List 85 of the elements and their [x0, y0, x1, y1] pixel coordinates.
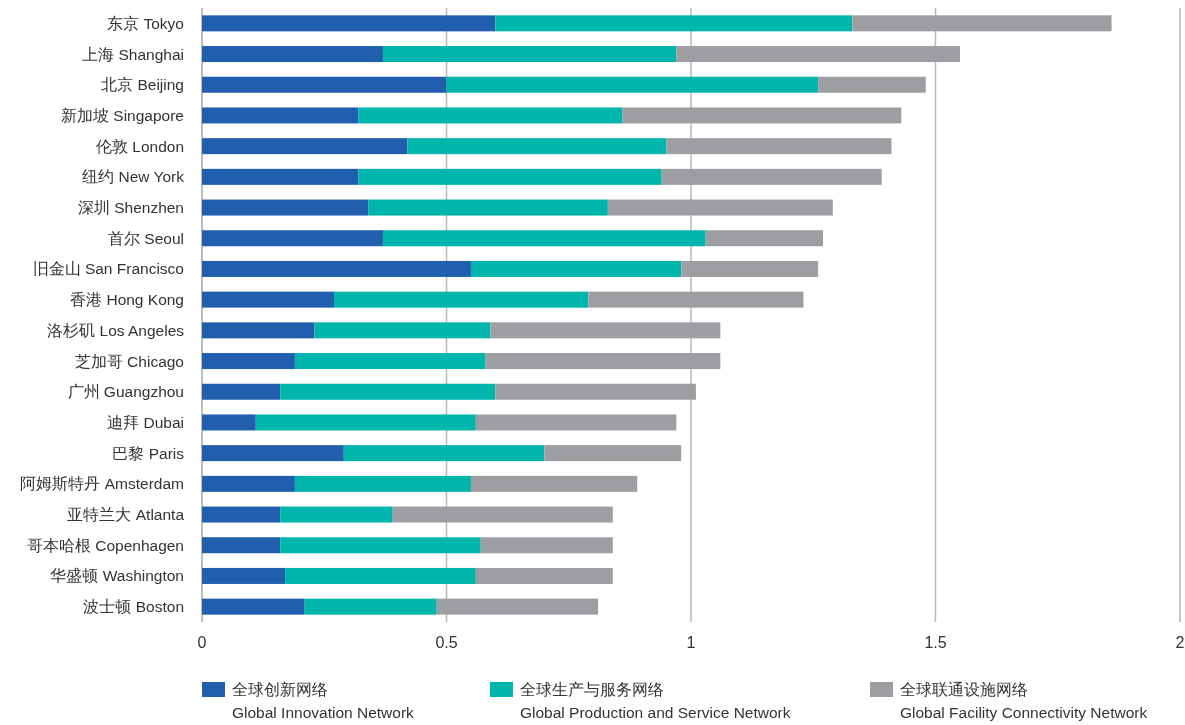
bar: [202, 322, 315, 339]
bar: [202, 383, 281, 400]
x-tick-label: 1.5: [924, 634, 947, 651]
y-tick-label: 迪拜 Dubai: [107, 413, 184, 431]
bar: [202, 537, 281, 554]
bar: [480, 537, 613, 554]
bar: [280, 383, 496, 400]
y-tick-label: 波士顿 Boston: [83, 598, 184, 616]
bar: [705, 230, 824, 247]
x-tick-label: 1: [686, 634, 696, 651]
bar: [470, 260, 682, 277]
bar: [202, 353, 295, 370]
bar: [314, 322, 491, 339]
bar: [202, 598, 305, 615]
bar: [202, 567, 286, 584]
bar: [202, 230, 383, 247]
bar: [202, 15, 496, 32]
y-tick-label: 深圳 Shenzhen: [77, 199, 184, 217]
bar: [368, 199, 608, 216]
bar: [666, 138, 892, 155]
y-tick-label: 上海 Shanghai: [82, 45, 184, 63]
bar: [382, 46, 677, 63]
bar: [818, 76, 926, 93]
bar: [382, 230, 706, 247]
y-tick-label: 新加坡 Singapore: [61, 106, 184, 124]
y-tick-label: 香港 Hong Kong: [70, 291, 184, 309]
bar: [436, 598, 599, 615]
bar: [202, 46, 383, 63]
bar: [285, 567, 476, 584]
bar: [202, 168, 359, 185]
y-tick-label: 巴黎 Paris: [112, 444, 185, 462]
y-tick-label: 旧金山 San Francisco: [32, 260, 184, 278]
bar: [255, 414, 476, 431]
y-tick-label: 广州 Guangzhou: [67, 383, 184, 401]
bar: [392, 506, 613, 523]
y-tick-label: 洛杉矶 Los Angeles: [47, 321, 185, 339]
bar: [407, 138, 667, 155]
bar: [280, 537, 481, 554]
bar: [202, 260, 471, 277]
y-tick-label: 华盛顿 Washington: [50, 567, 184, 585]
bar: [607, 199, 833, 216]
y-tick-label: 芝加哥 Chicago: [74, 352, 184, 370]
y-tick-label: 首尔 Seoul: [108, 229, 184, 247]
bar: [202, 138, 408, 155]
y-tick-label: 阿姆斯特丹 Amsterdam: [20, 475, 184, 493]
bar: [202, 291, 335, 308]
bar: [622, 107, 902, 124]
bar: [280, 506, 393, 523]
y-tick-label: 伦敦 London: [95, 137, 184, 155]
bar: [334, 291, 589, 308]
bar: [588, 291, 804, 308]
bar: [475, 414, 677, 431]
bar: [475, 567, 613, 584]
bar: [202, 445, 344, 462]
y-tick-label: 北京 Beijing: [101, 76, 184, 94]
bar: [304, 598, 437, 615]
bar: [544, 445, 682, 462]
bar: [661, 168, 882, 185]
bar: [202, 475, 295, 492]
bar: [202, 506, 281, 523]
x-tick-label: 2: [1175, 634, 1185, 651]
y-tick-label: 纽约 New York: [82, 168, 185, 186]
bar: [202, 107, 359, 124]
y-tick-label: 东京 Tokyo: [107, 14, 184, 32]
x-tick-label: 0: [197, 634, 207, 651]
bar: [485, 353, 721, 370]
bar: [202, 199, 369, 216]
bar: [202, 414, 256, 431]
y-tick-label: 哥本哈根 Copenhagen: [26, 536, 184, 554]
bar: [446, 76, 819, 93]
bar: [202, 76, 447, 93]
x-tick-label: 0.5: [435, 634, 458, 651]
bar: [495, 15, 853, 32]
bar: [294, 353, 486, 370]
bar: [495, 383, 696, 400]
y-tick-label: 亚特兰大 Atlanta: [67, 506, 185, 524]
bar: [676, 46, 960, 63]
bar: [490, 322, 721, 339]
bar: [343, 445, 545, 462]
bar: [294, 475, 471, 492]
bar: [358, 107, 623, 124]
bar: [470, 475, 638, 492]
bar: [681, 260, 819, 277]
bar: [358, 168, 662, 185]
bar: [852, 15, 1112, 32]
